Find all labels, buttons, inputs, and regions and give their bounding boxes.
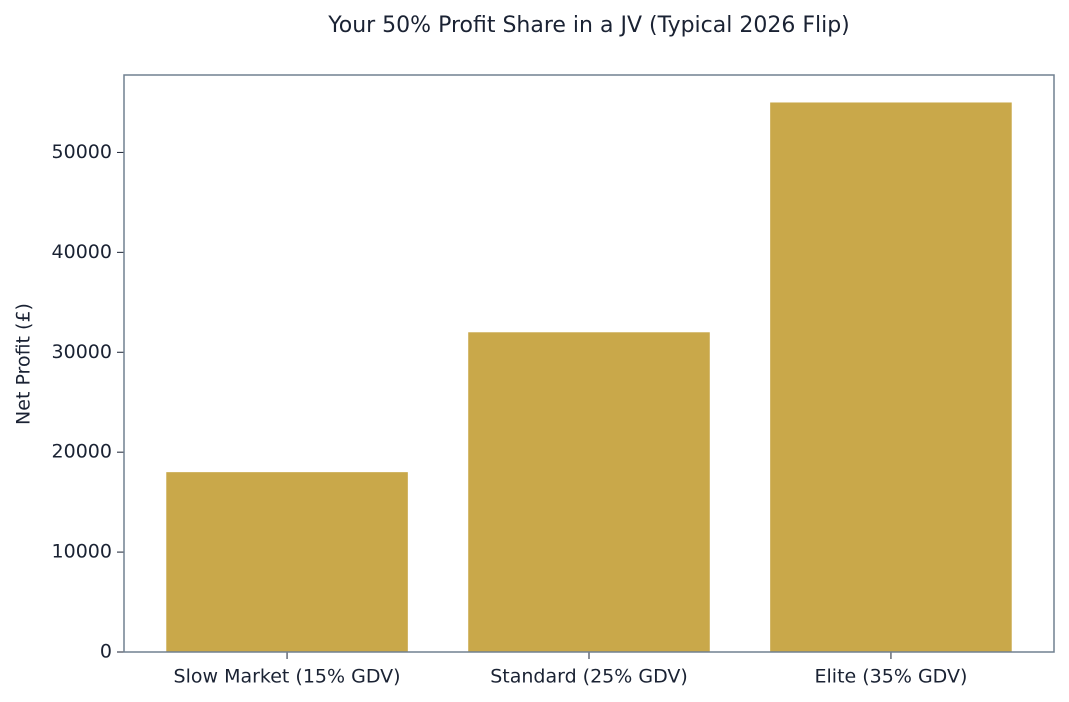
bar	[468, 332, 710, 652]
y-tick-label: 20000	[52, 441, 112, 463]
x-tick-label: Standard (25% GDV)	[490, 666, 688, 688]
chart-title: Your 50% Profit Share in a JV (Typical 2…	[327, 13, 850, 38]
bar	[770, 102, 1012, 652]
y-tick-label: 40000	[52, 241, 112, 263]
bar	[166, 472, 408, 652]
plot-frame	[123, 74, 1055, 653]
y-tick-label: 50000	[52, 141, 112, 163]
y-tick-label: 10000	[52, 541, 112, 563]
x-tick-label: Slow Market (15% GDV)	[174, 666, 401, 688]
y-axis-label: Net Profit (£)	[13, 303, 35, 425]
y-tick-label: 0	[100, 641, 112, 663]
y-tick-label: 30000	[52, 341, 112, 363]
x-tick-label: Elite (35% GDV)	[815, 666, 968, 688]
